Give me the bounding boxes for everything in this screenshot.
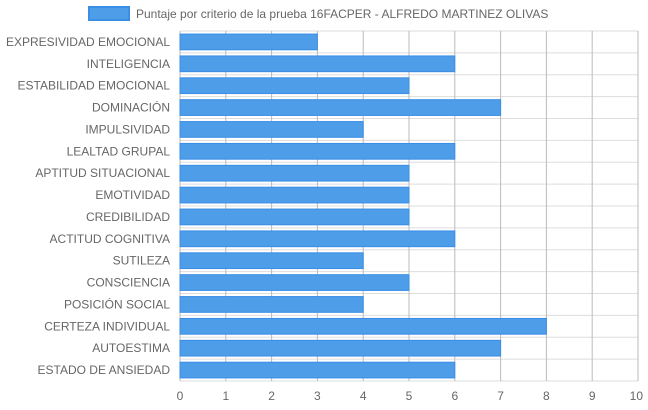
category-label: INTELIGENCIA	[87, 57, 170, 71]
category-label: CONSCIENCIA	[87, 276, 170, 290]
bar[interactable]	[179, 208, 410, 226]
bar[interactable]	[179, 77, 410, 95]
bar[interactable]	[179, 142, 456, 160]
x-tick-label: 7	[497, 389, 504, 403]
x-tick-label: 3	[314, 389, 321, 403]
bar[interactable]	[179, 252, 364, 270]
category-label: AUTOESTIMA	[92, 341, 170, 355]
x-tick-label: 5	[406, 389, 413, 403]
x-tick-label: 2	[268, 389, 275, 403]
x-tick-label: 1	[222, 389, 229, 403]
bar[interactable]	[179, 55, 456, 73]
x-axis-ticks: 0 1 2 3 4 5 6 7 8 9 10	[177, 389, 644, 403]
bar[interactable]	[179, 164, 410, 182]
category-label: ESTADO DE ANSIEDAD	[38, 363, 171, 377]
category-label: CREDIBILIDAD	[86, 210, 170, 224]
legend-label: Puntaje por criterio de la prueba 16FACP…	[136, 7, 548, 21]
category-label: LEALTAD GRUPAL	[67, 144, 171, 158]
bar[interactable]	[179, 121, 364, 138]
category-label: APTITUD SITUACIONAL	[35, 166, 170, 180]
bar[interactable]	[179, 296, 364, 313]
category-label: ESTABILIDAD EMOCIONAL	[18, 79, 171, 93]
bar[interactable]	[179, 230, 456, 248]
category-labels: EXPRESIVIDAD EMOCIONAL INTELIGENCIA ESTABI…	[6, 35, 170, 377]
category-label: SUTILEZA	[113, 254, 170, 268]
x-tick-label: 0	[177, 389, 184, 403]
x-tick-label: 4	[360, 389, 367, 403]
bar[interactable]	[179, 186, 410, 204]
bar[interactable]	[179, 339, 502, 357]
x-tick-label: 6	[451, 389, 458, 403]
x-tick-label: 10	[630, 389, 644, 403]
x-tick-label: 9	[589, 389, 596, 403]
category-label: ACTITUD COGNITIVA	[50, 232, 170, 246]
x-tick-label: 8	[543, 389, 550, 403]
legend-swatch	[88, 6, 130, 21]
bar[interactable]	[179, 99, 502, 116]
category-label: DOMINACIÓN	[92, 100, 170, 115]
bar[interactable]	[179, 317, 547, 335]
bar[interactable]	[179, 361, 456, 379]
category-label: EMOTIVIDAD	[95, 188, 170, 202]
bar[interactable]	[179, 274, 410, 291]
bars	[179, 33, 547, 379]
legend[interactable]: Puntaje por criterio de la prueba 16FACP…	[88, 6, 548, 21]
bar[interactable]	[179, 33, 318, 51]
category-label: POSICIÓN SOCIAL	[64, 296, 170, 311]
category-label: CERTEZA INDIVIDUAL	[44, 319, 170, 333]
category-label: IMPULSIVIDAD	[85, 122, 170, 136]
category-label: EXPRESIVIDAD EMOCIONAL	[6, 35, 170, 49]
